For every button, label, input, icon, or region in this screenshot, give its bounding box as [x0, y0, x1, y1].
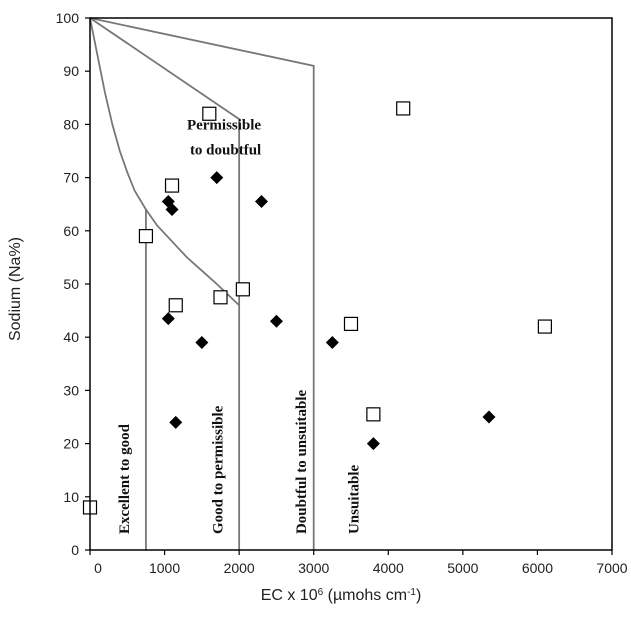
- point-filled-diamond-10: [482, 410, 496, 424]
- y-tick-label-4: 40: [63, 329, 79, 345]
- y-tick-label-10: 100: [56, 10, 80, 26]
- point-filled-diamond-1: [165, 203, 179, 217]
- x-tick-label-0: 0: [94, 560, 102, 576]
- point-open-square-8: [366, 407, 381, 422]
- x-axis-title: EC x 106 (µmohs cm-1): [261, 587, 422, 605]
- point-filled-diamond-6: [255, 195, 269, 209]
- point-filled-diamond-7: [269, 314, 283, 328]
- region-label-doubtful-to-unsuitable: Doubtful to unsuitable: [294, 389, 310, 534]
- y-tick-label-5: 50: [63, 276, 79, 292]
- point-open-square-10: [537, 319, 552, 334]
- x-tick-label-7: 7000: [596, 560, 627, 576]
- point-filled-diamond-3: [169, 415, 183, 429]
- x-axis-title-main: EC x 10: [261, 587, 318, 604]
- region-label-good-to-permissible: Good to permissible: [211, 405, 227, 534]
- y-axis-ticks: 0 10 20 30 40 50 60 70 80 90 100: [56, 10, 90, 558]
- point-open-square-6: [235, 282, 250, 297]
- x-tick-label-3: 3000: [298, 560, 329, 576]
- x-axis-ticks: 0 1000 2000 3000 4000 5000 6000 7000: [89, 550, 628, 576]
- point-open-square-9: [396, 101, 411, 116]
- boundary-line-0-100-to-3000-91: [89, 17, 315, 550]
- point-open-square-2: [164, 178, 180, 193]
- boundary-curve-0-100-to-2000-46: [89, 17, 240, 306]
- y-tick-label-6: 60: [63, 223, 79, 239]
- region-labels: Permissible to doubtful Excellent to good G…: [117, 118, 363, 534]
- y-tick-label-0: 0: [71, 542, 79, 558]
- x-tick-label-1: 1000: [149, 560, 180, 576]
- point-open-square-7: [343, 316, 359, 331]
- x-tick-label-2: 2000: [224, 560, 255, 576]
- y-tick-label-9: 90: [63, 63, 79, 79]
- point-filled-diamond-9: [366, 437, 380, 451]
- x-axis-title-unit-sup: -1: [407, 587, 416, 598]
- x-tick-label-5: 5000: [447, 560, 478, 576]
- x-axis-title-unit: (µmohs cm: [323, 587, 407, 604]
- region-label-excellent-to-good: Excellent to good: [117, 423, 133, 534]
- point-open-square-4: [202, 106, 217, 121]
- region-label-permissible-to-doubtful-line-1: to doubtful: [190, 143, 261, 159]
- y-tick-label-1: 10: [63, 489, 79, 505]
- y-tick-label-2: 20: [63, 436, 79, 452]
- region-label-unsuitable: Unsuitable: [346, 465, 362, 535]
- y-tick-label-7: 70: [63, 170, 79, 186]
- point-filled-diamond-2: [161, 312, 175, 326]
- boundary-line-0-100-to-2000-81: [89, 17, 241, 550]
- point-filled-diamond-4: [195, 336, 209, 350]
- data-points: [82, 101, 552, 515]
- boundary-lines: [89, 17, 315, 550]
- y-axis-title: Sodium (Na%): [7, 237, 24, 341]
- region-label-permissible-to-doubtful-line-0: Permissible: [187, 118, 261, 134]
- x-tick-label-4: 4000: [373, 560, 404, 576]
- y-tick-label-8: 80: [63, 116, 79, 132]
- x-tick-label-6: 6000: [522, 560, 553, 576]
- point-filled-diamond-8: [325, 336, 339, 350]
- point-open-square-3: [168, 298, 183, 313]
- y-tick-label-3: 30: [63, 382, 79, 398]
- point-open-square-5: [213, 290, 228, 305]
- x-axis-title-close: ): [416, 587, 421, 604]
- x-axis-title-sup: 6: [318, 587, 324, 598]
- point-open-square-1: [138, 229, 154, 244]
- point-filled-diamond-5: [210, 171, 224, 185]
